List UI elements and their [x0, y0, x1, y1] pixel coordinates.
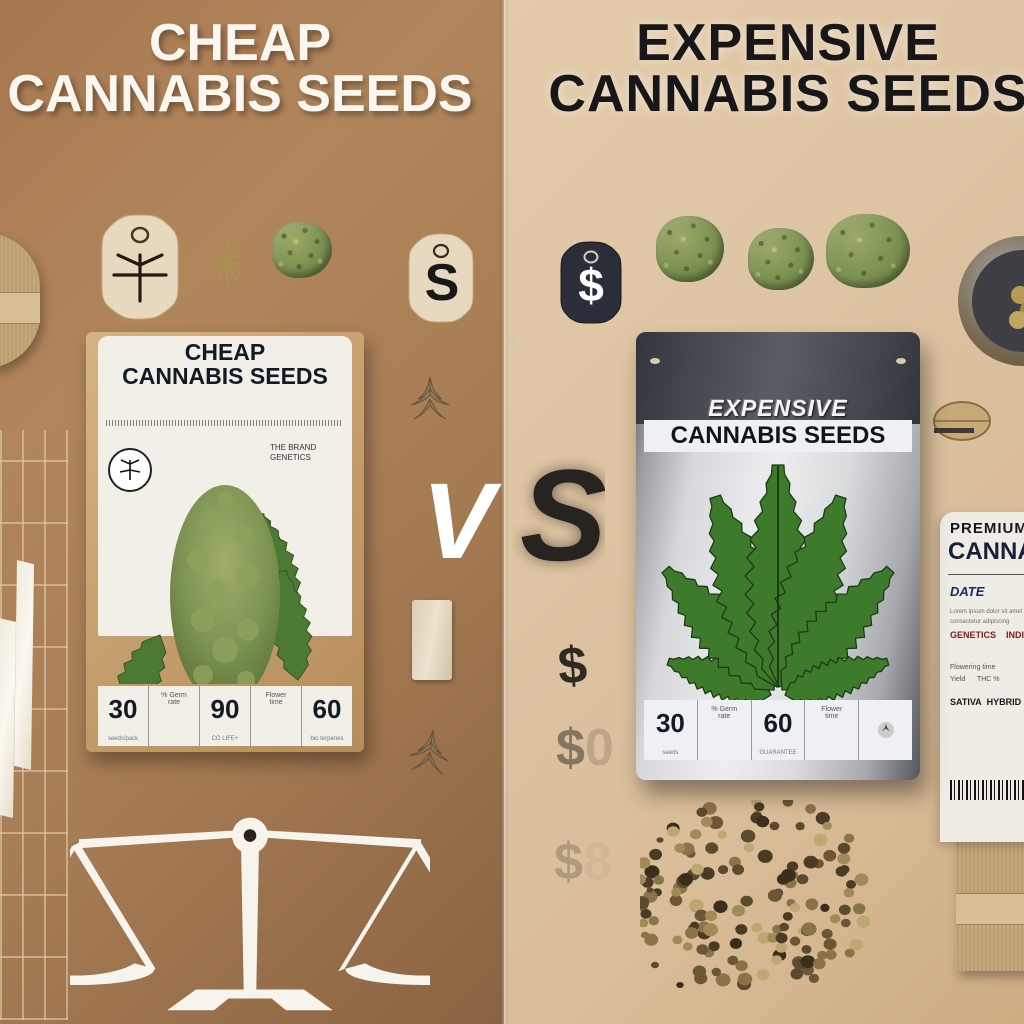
- svg-text:S: S: [425, 254, 460, 312]
- svg-text:$: $: [578, 259, 604, 311]
- svg-text:S: S: [520, 442, 605, 588]
- svg-text:V: V: [425, 460, 502, 581]
